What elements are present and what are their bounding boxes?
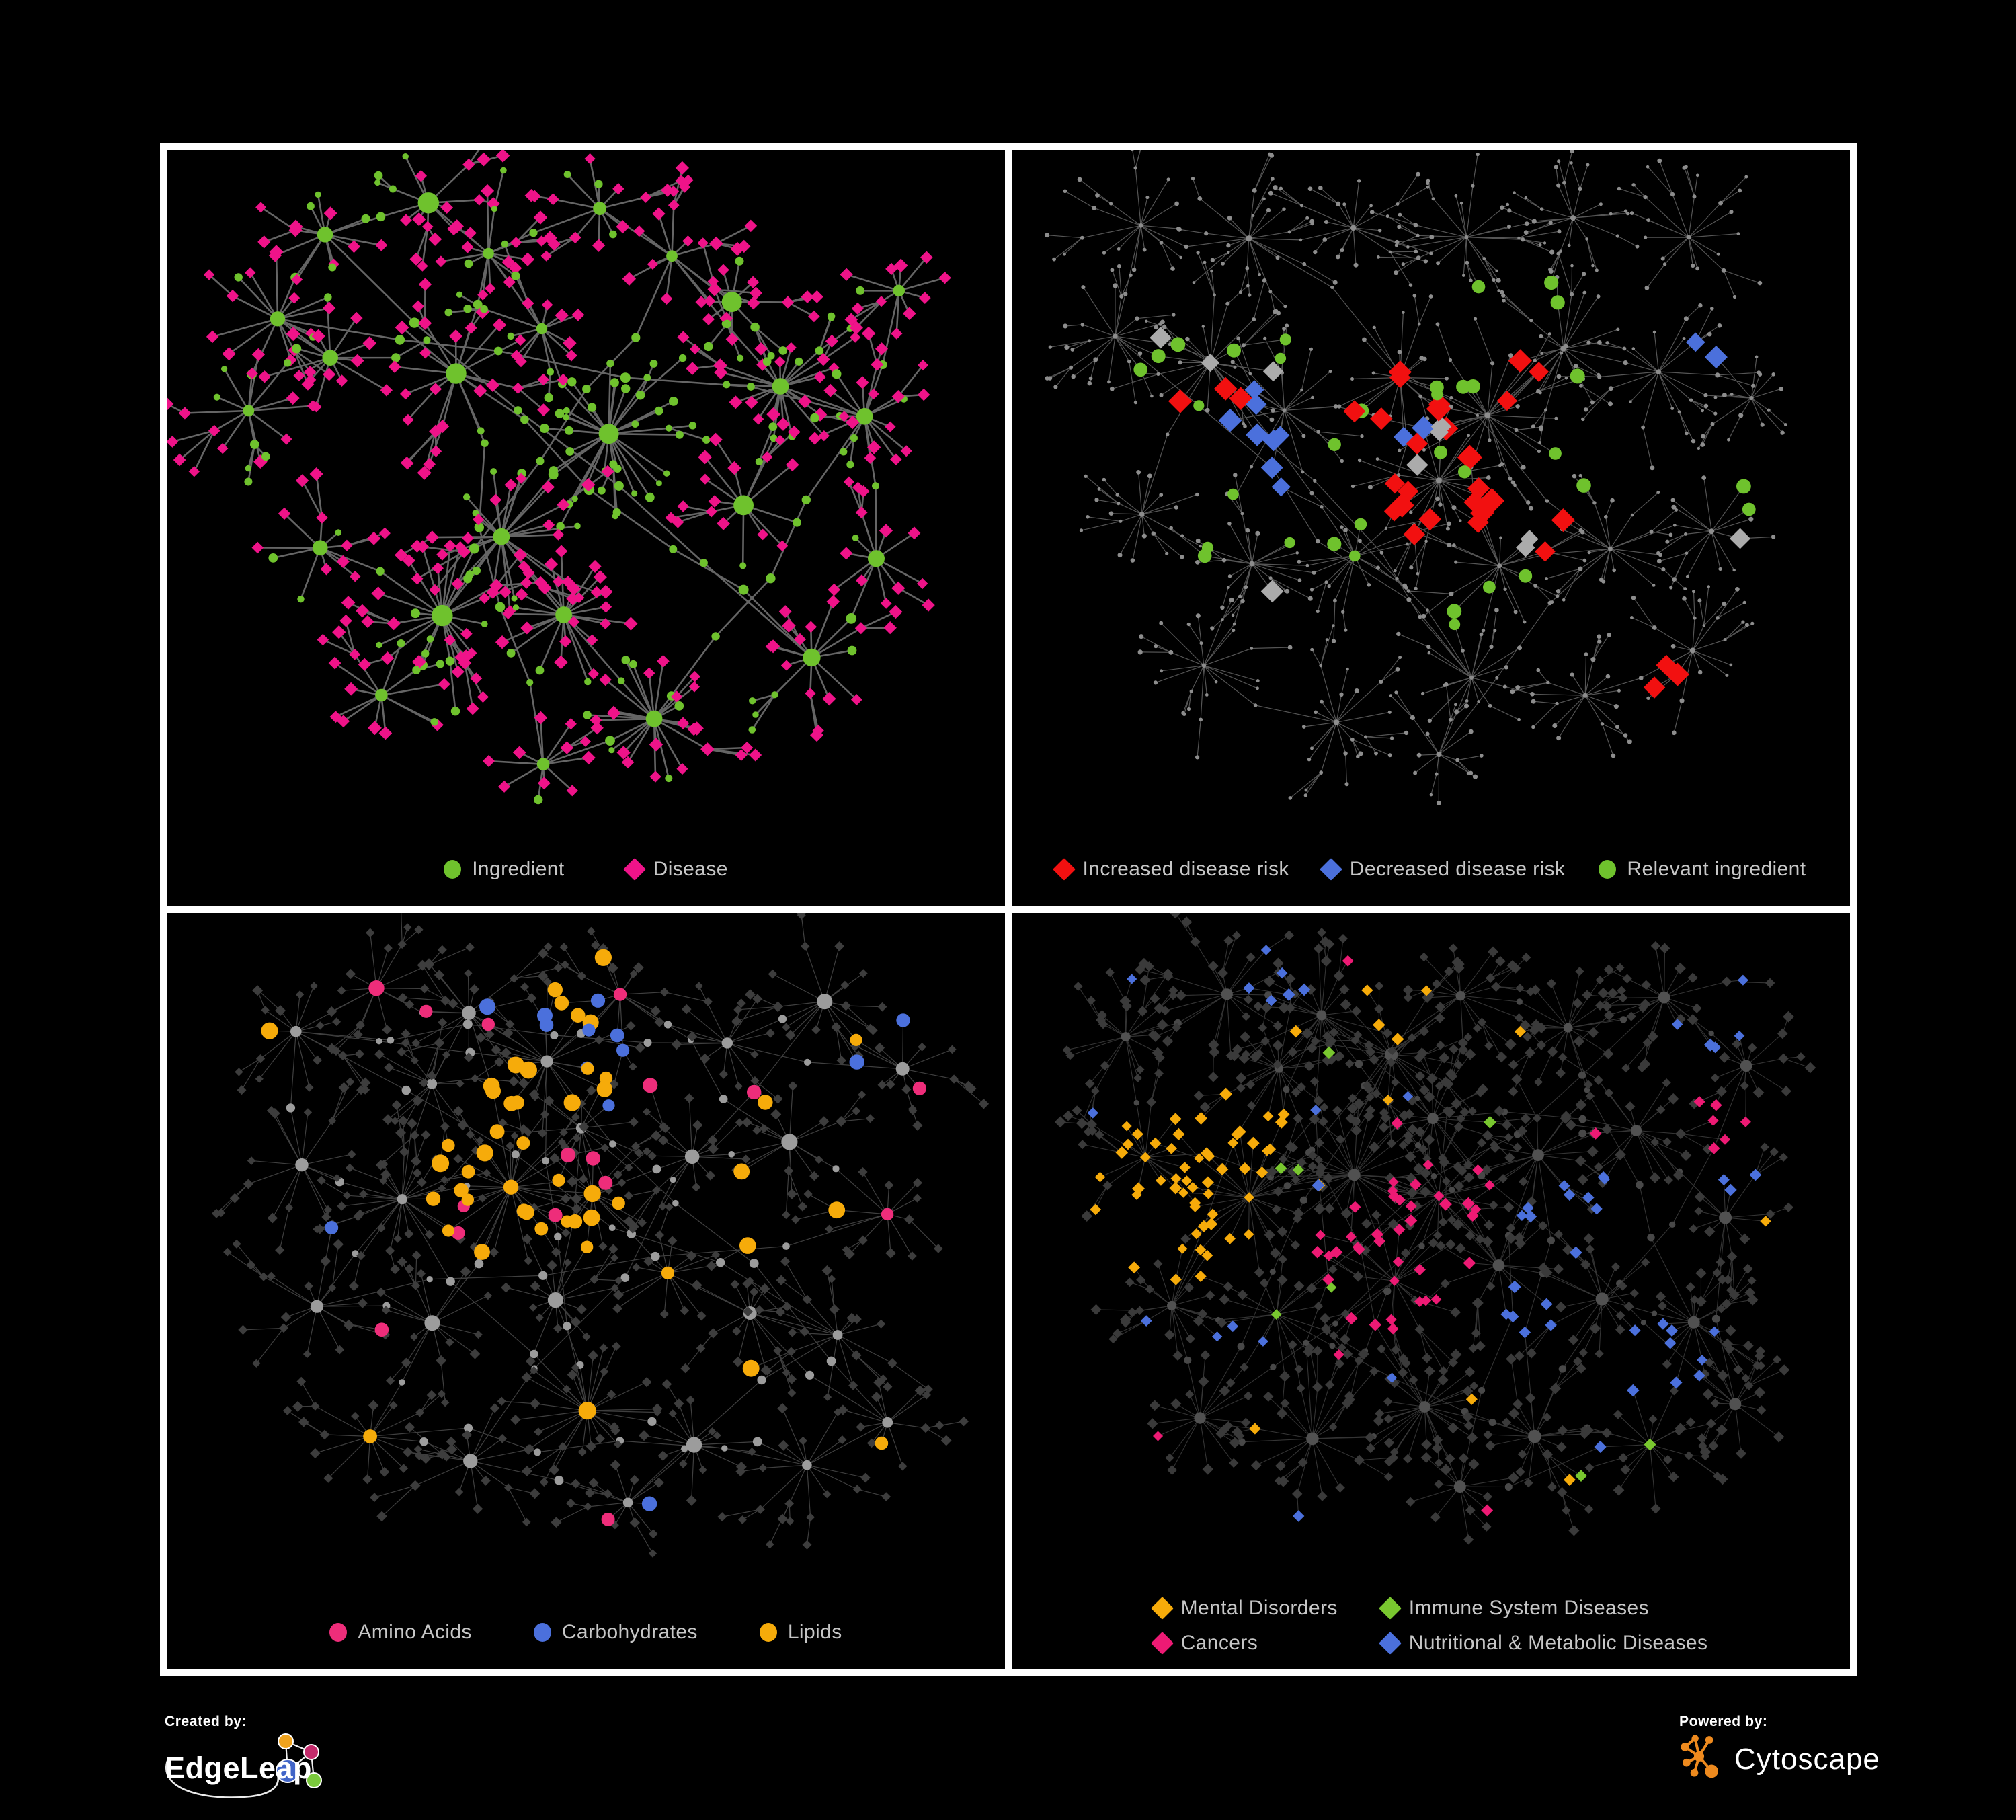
cytoscape-logo-icon — [1681, 1735, 1718, 1778]
cytoscape-wordmark: Cytoscape — [1734, 1743, 1880, 1776]
legend-nutrient-classes: Amino Acids Carbohydrates Lipids — [167, 1621, 1005, 1644]
legend-disease-classes: Mental Disorders Immune System Diseases … — [1012, 1597, 1850, 1655]
legend-label: Nutritional & Metabolic Diseases — [1408, 1632, 1708, 1654]
increased-risk-swatch-icon — [1052, 858, 1076, 881]
legend-item: Amino Acids — [329, 1621, 471, 1644]
legend-item: Nutritional & Metabolic Diseases — [1378, 1632, 1708, 1655]
cytoscape-credit: Powered by: Cytoscape — [1679, 1714, 1880, 1784]
figure-frame: Ingredient Disease Increased disease ris… — [160, 143, 1857, 1676]
legend-item: Increased disease risk — [1052, 858, 1289, 881]
legend-label: Ingredient — [472, 858, 565, 880]
panel-disease-risk: Increased disease risk Decreased disease… — [1012, 150, 1850, 906]
legend-label: Decreased disease risk — [1349, 858, 1566, 880]
legend-label: Amino Acids — [358, 1621, 472, 1643]
edgeleap-wordmark: EdgeLeap — [165, 1751, 312, 1785]
legend-item: Disease — [622, 858, 728, 881]
ingredient-swatch-icon — [444, 860, 462, 879]
immune-system-diseases-swatch-icon — [1378, 1597, 1402, 1620]
mental-disorders-swatch-icon — [1150, 1597, 1174, 1620]
cancers-swatch-icon — [1150, 1632, 1174, 1655]
legend-label: Lipids — [787, 1621, 842, 1643]
legend-item: Ingredient — [444, 858, 564, 881]
carbohydrates-swatch-icon — [533, 1623, 551, 1642]
legend-label: Increased disease risk — [1082, 858, 1289, 880]
panel-ingredient-disease: Ingredient Disease — [167, 150, 1005, 906]
edgeleap-credit: Created by: EdgeLeap — [165, 1714, 345, 1803]
nutritional-metabolic-diseases-swatch-icon — [1378, 1632, 1402, 1655]
legend-label: Carbohydrates — [561, 1621, 698, 1643]
legend-label: Mental Disorders — [1180, 1597, 1338, 1619]
panel-disease-classes: Mental Disorders Immune System Diseases … — [1012, 913, 1850, 1669]
legend-item: Mental Disorders — [1150, 1597, 1338, 1620]
network-graph-disease-classes — [1054, 913, 1816, 1545]
disease-swatch-icon — [622, 858, 646, 881]
legend-label: Disease — [653, 858, 728, 880]
legend-label: Relevant ingredient — [1627, 858, 1806, 880]
network-graph-disease-risk — [1045, 150, 1787, 805]
legend-item: Cancers — [1150, 1632, 1338, 1655]
lipids-swatch-icon — [759, 1623, 777, 1642]
legend-item: Immune System Diseases — [1378, 1597, 1708, 1620]
legend-label: Immune System Diseases — [1408, 1597, 1649, 1619]
edgeleap-logo-icon: EdgeLeap — [165, 1733, 322, 1798]
network-graph-nutrient-classes — [211, 913, 990, 1558]
legend-ingredient-disease: Ingredient Disease — [167, 858, 1005, 881]
legend-label: Cancers — [1180, 1632, 1258, 1654]
legend-item: Decreased disease risk — [1319, 858, 1566, 881]
legend-item: Relevant ingredient — [1599, 858, 1806, 881]
panel-nutrient-classes: Amino Acids Carbohydrates Lipids — [167, 913, 1005, 1669]
amino-acids-swatch-icon — [329, 1623, 348, 1642]
legend-item: Carbohydrates — [533, 1621, 698, 1644]
powered-by-label: Powered by: — [1679, 1714, 1768, 1729]
decreased-risk-swatch-icon — [1319, 858, 1342, 881]
network-graph-ingredient-disease — [167, 150, 951, 805]
created-by-label: Created by: — [165, 1714, 247, 1729]
legend-disease-risk: Increased disease risk Decreased disease… — [1012, 858, 1850, 881]
relevant-ingredient-swatch-icon — [1599, 860, 1617, 879]
legend-item: Lipids — [759, 1621, 842, 1644]
